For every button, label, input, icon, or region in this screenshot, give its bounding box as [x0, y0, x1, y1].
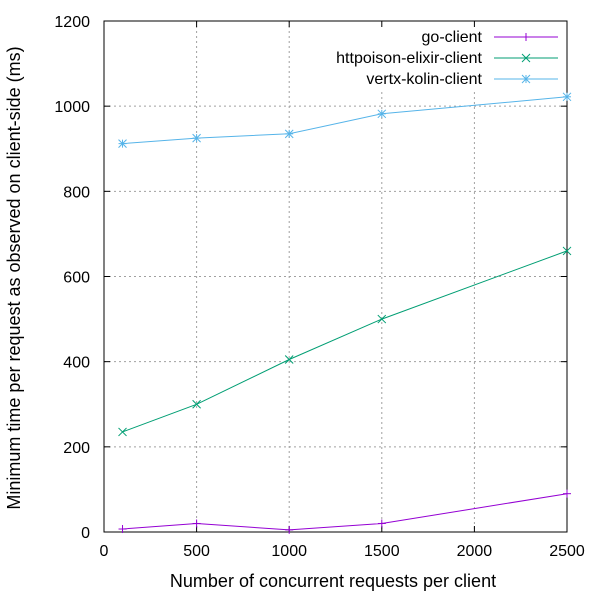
x-tick-label: 2000 — [457, 543, 493, 560]
x-tick-label: 2500 — [549, 543, 585, 560]
x-tick-label: 0 — [100, 543, 109, 560]
data-point-httpoison-elixir-client — [562, 246, 572, 256]
data-point-httpoison-elixir-client — [118, 427, 127, 437]
y-tick-label: 1200 — [54, 14, 90, 31]
legend-marker-httpoison-elixir-client — [521, 53, 531, 63]
series-line-httpoison-elixir-client — [122, 250, 568, 433]
data-point-httpoison-elixir-client — [284, 355, 294, 364]
x-tick-label: 1000 — [271, 543, 307, 560]
x-axis-title: Number of concurrent requests per client — [170, 571, 496, 591]
axes: 0 500 1000 1500 2000 2500 0 200 400 600 800 1000 120… — [54, 14, 584, 560]
y-tick-label: 0 — [81, 525, 90, 542]
y-tick-label: 600 — [63, 270, 90, 287]
legend-label-go-client: go-client — [422, 29, 483, 46]
grid — [104, 21, 567, 532]
data-point-go-client — [285, 525, 294, 534]
x-tick-label: 1500 — [364, 543, 400, 560]
data-point-vertx-kolin-client — [562, 92, 572, 102]
data-point-httpoison-elixir-client — [377, 314, 387, 324]
data-point-vertx-kolin-client — [118, 139, 127, 148]
data-point-go-client — [118, 525, 127, 534]
data-point-httpoison-elixir-client — [192, 399, 201, 409]
data-point-vertx-kolin-client — [377, 109, 387, 119]
legend: go-client httpoison-elixir-client vertx-ko… — [336, 29, 558, 88]
data-point-go-client — [377, 519, 386, 528]
y-tick-label: 800 — [63, 184, 90, 201]
data-point-go-client — [563, 489, 571, 498]
series-line-go-client — [122, 493, 568, 531]
y-tick-label: 1000 — [54, 99, 90, 116]
legend-marker-vertx-kolin-client — [521, 74, 531, 84]
legend-marker-go-client — [522, 33, 530, 41]
series-group — [118, 92, 572, 534]
y-axis-title: Minimum time per request as observed on … — [4, 46, 24, 509]
data-point-vertx-kolin-client — [192, 133, 201, 143]
y-tick-label: 200 — [63, 440, 90, 457]
series-line-vertx-kolin-client — [122, 96, 568, 145]
data-point-vertx-kolin-client — [284, 129, 294, 139]
data-point-go-client — [192, 519, 201, 528]
legend-label-httpoison-elixir-client: httpoison-elixir-client — [336, 50, 482, 67]
y-tick-label: 400 — [63, 355, 90, 372]
x-tick-label: 500 — [183, 543, 210, 560]
legend-label-vertx-kolin-client: vertx-kolin-client — [366, 71, 482, 88]
